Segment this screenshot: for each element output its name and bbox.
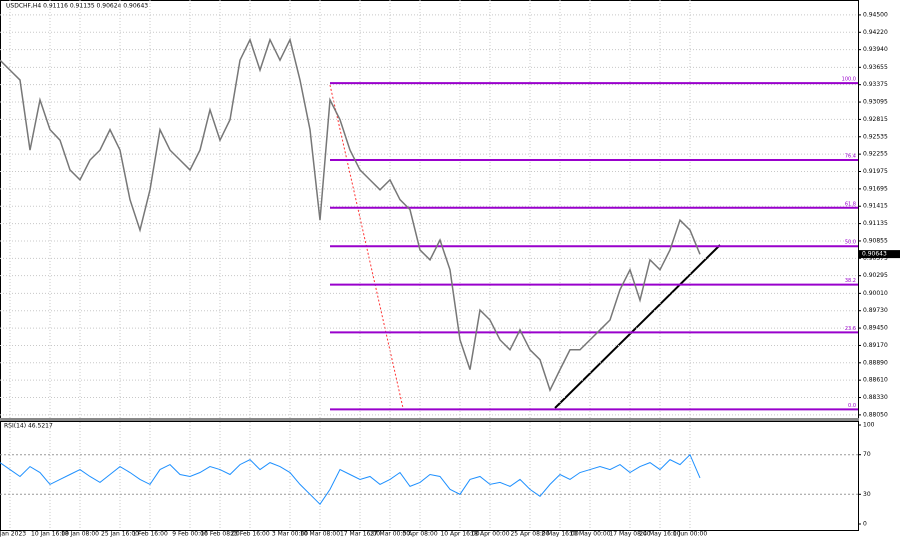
- x-tick-label: 27 Mar 00:00: [370, 531, 410, 538]
- x-tick-label: 10 Jan 16:00: [31, 531, 69, 538]
- y-tick-label: 30: [863, 491, 871, 498]
- fib-label: 50.0: [845, 240, 856, 246]
- fib-label: 100.0: [842, 77, 856, 83]
- y-tick-label: 0.91135: [863, 220, 888, 227]
- y-tick-label: 0.94220: [863, 29, 888, 36]
- x-tick-label: 10 Mar 08:00: [300, 531, 340, 538]
- x-tick-label: 25 Jan 16:00: [101, 531, 139, 538]
- x-tick-label: 10 Apr 16:00: [440, 531, 479, 538]
- price-line: [0, 37, 701, 393]
- fib-label: 61.8: [845, 201, 856, 207]
- x-tick-label: 1 Feb 16:00: [132, 531, 168, 538]
- fib-label: 23.6: [845, 326, 856, 332]
- y-tick-label: 0.89730: [863, 307, 888, 314]
- x-tick-label: 23 Feb 16:00: [230, 531, 270, 538]
- x-tick-label: 25 Apr 08:00: [510, 531, 549, 538]
- y-tick-label: 0.90010: [863, 290, 888, 297]
- y-tick-label: 100: [863, 422, 875, 429]
- y-tick-label: 0: [863, 521, 867, 528]
- y-tick-label: 0.92815: [863, 116, 888, 123]
- y-tick-label: 0.93375: [863, 81, 888, 88]
- x-tick-label: 9 Feb 00:00: [172, 531, 208, 538]
- main-frame: [0, 0, 859, 419]
- y-tick-label: 0.90295: [863, 272, 888, 279]
- x-tick-label: 16 Feb 08:00: [200, 531, 240, 538]
- y-tick-label: 0.93095: [863, 99, 888, 106]
- rsi-frame: [0, 421, 859, 531]
- last-price-label: 0.90643: [862, 251, 887, 258]
- trend-line: [554, 244, 721, 409]
- y-tick-label: 70: [863, 451, 871, 458]
- x-tick-label: 3 Mar 00:00: [272, 531, 308, 538]
- x-tick-label: 1 Jun 00:00: [673, 531, 707, 538]
- y-tick-label: 0.88610: [863, 377, 888, 384]
- x-tick-label: 18 Apr 00:00: [470, 531, 509, 538]
- fib-label: 0.0: [848, 403, 856, 409]
- rsi-line: [0, 453, 701, 505]
- y-tick-label: 0.93940: [863, 46, 888, 53]
- x-tick-label: 2 May 16:00: [541, 531, 579, 538]
- y-tick-label: 0.91975: [863, 168, 888, 175]
- y-tick-label: 0.91695: [863, 185, 888, 192]
- chart-title: USDCHF,H4 0.91116 0.91135 0.90624 0.9064…: [6, 3, 148, 10]
- y-tick-label: 0.90855: [863, 237, 888, 244]
- y-tick-label: 0.92255: [863, 151, 888, 158]
- y-tick-label: 0.91415: [863, 203, 888, 210]
- separator: [0, 418, 859, 421]
- x-tick-label: 24 May 16:00: [639, 531, 680, 538]
- x-tick-label: 3 Jan 2023: [0, 531, 26, 538]
- y-tick-label: 0.88050: [863, 411, 888, 418]
- x-tick-label: 10 May 00:00: [569, 531, 610, 538]
- y-tick-label: 0.89170: [863, 342, 888, 349]
- y-tick-label: 0.89450: [863, 325, 888, 332]
- y-tick-label: 0.93655: [863, 64, 888, 71]
- rsi-title: RSI(14) 46.5217: [4, 423, 53, 430]
- fib-label: 38.2: [845, 278, 856, 284]
- x-tick-label: 18 Jan 08:00: [61, 531, 99, 538]
- y-tick-label: 0.92535: [863, 133, 888, 140]
- fib-label: 76.4: [845, 154, 856, 160]
- y-tick-label: 0.88330: [863, 394, 888, 401]
- x-tick-label: 3 Apr 08:00: [402, 531, 437, 538]
- y-tick-label: 0.90575: [863, 255, 888, 262]
- last-price-box: [858, 250, 900, 259]
- x-tick-label: 17 May 08:00: [609, 531, 650, 538]
- y-tick-label: 0.88890: [863, 359, 888, 366]
- y-tick-label: 0.94500: [863, 11, 888, 18]
- x-tick-label: 17 Mar 16:00: [340, 531, 380, 538]
